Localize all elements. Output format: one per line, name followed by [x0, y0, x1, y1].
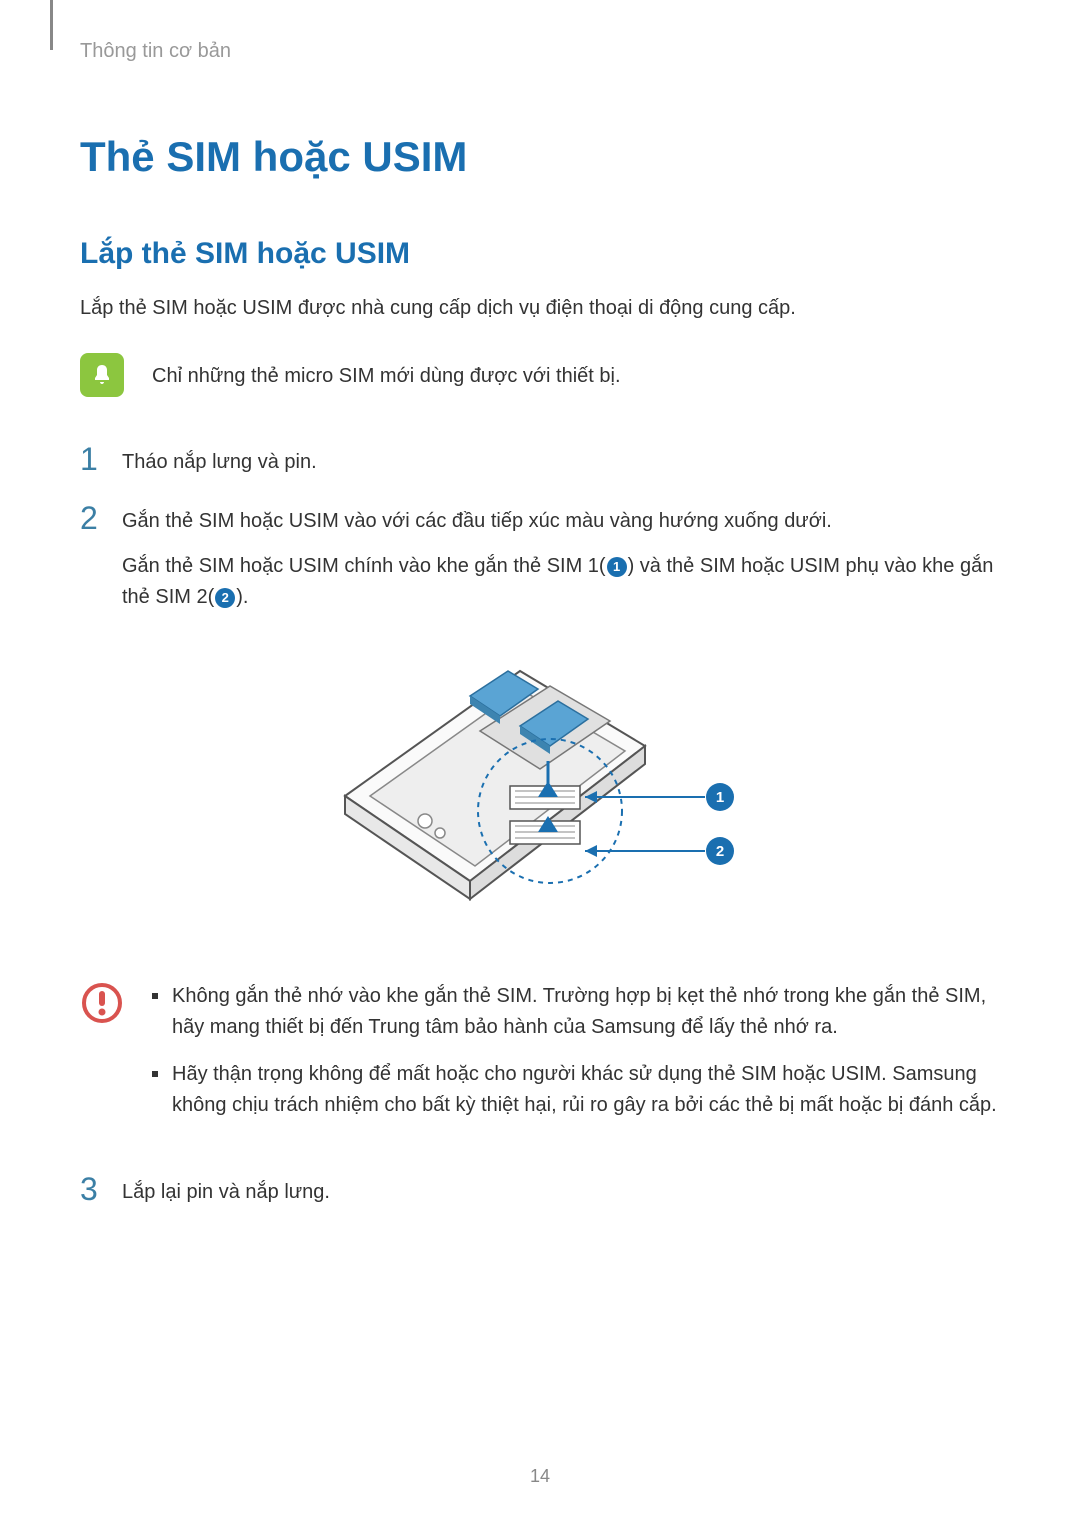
inline-badge-2: 2 [215, 588, 235, 608]
warning-text-2: Hãy thận trọng không để mất hoặc cho ngư… [172, 1059, 1000, 1121]
step-2-line-2: Gắn thẻ SIM hoặc USIM chính vào khe gắn … [122, 551, 1000, 613]
page-title: Thẻ SIM hoặc USIM [80, 133, 1000, 181]
step-3: 3 Lắp lại pin và nắp lưng. [80, 1173, 1000, 1208]
exclamation-circle-icon [80, 981, 124, 1025]
step-2: 2 Gắn thẻ SIM hoặc USIM vào với các đầu … [80, 502, 1000, 627]
callout-badge-2: 2 [716, 843, 724, 860]
warning-item-1: Không gắn thẻ nhớ vào khe gắn thẻ SIM. T… [152, 981, 1000, 1043]
page-number: 14 [0, 1466, 1080, 1487]
step-text: Lắp lại pin và nắp lưng. [122, 1173, 330, 1208]
bell-icon [90, 363, 114, 387]
intro-text: Lắp thẻ SIM hoặc USIM được nhà cung cấp … [80, 293, 1000, 323]
step-number: 1 [80, 443, 104, 475]
warning-text-1: Không gắn thẻ nhớ vào khe gắn thẻ SIM. T… [172, 981, 1000, 1043]
bell-note-icon [80, 353, 124, 397]
inline-badge-1: 1 [607, 557, 627, 577]
sim-diagram: 1 2 [80, 651, 1000, 941]
caution-icon [80, 981, 124, 1025]
step-number: 2 [80, 502, 104, 534]
step-2-frag-c: ). [236, 586, 248, 608]
section-title: Lắp thẻ SIM hoặc USIM [80, 237, 1000, 271]
camera-hole [418, 814, 432, 828]
sim-diagram-svg: 1 2 [290, 651, 790, 941]
breadcrumb: Thông tin cơ bản [80, 40, 1000, 63]
flash-hole [435, 828, 445, 838]
warning-list: Không gắn thẻ nhớ vào khe gắn thẻ SIM. T… [152, 981, 1000, 1137]
step-text: Gắn thẻ SIM hoặc USIM vào với các đầu ti… [122, 502, 1000, 627]
step-2-frag-a: Gắn thẻ SIM hoặc USIM chính vào khe gắn … [122, 555, 606, 577]
bullet-icon [152, 1071, 158, 1077]
step-1: 1 Tháo nắp lưng và pin. [80, 443, 1000, 478]
note-text: Chỉ những thẻ micro SIM mới dùng được vớ… [152, 353, 621, 391]
header-rule [50, 0, 53, 50]
warning-block: Không gắn thẻ nhớ vào khe gắn thẻ SIM. T… [80, 981, 1000, 1137]
bullet-icon [152, 993, 158, 999]
callout-badge-1: 1 [716, 789, 724, 806]
warning-item-2: Hãy thận trọng không để mất hoặc cho ngư… [152, 1059, 1000, 1121]
note-micro-sim: Chỉ những thẻ micro SIM mới dùng được vớ… [80, 353, 1000, 397]
step-text: Tháo nắp lưng và pin. [122, 443, 317, 478]
page-content: Thông tin cơ bản Thẻ SIM hoặc USIM Lắp t… [0, 0, 1080, 1208]
step-2-line-1: Gắn thẻ SIM hoặc USIM vào với các đầu ti… [122, 506, 1000, 537]
step-number: 3 [80, 1173, 104, 1205]
